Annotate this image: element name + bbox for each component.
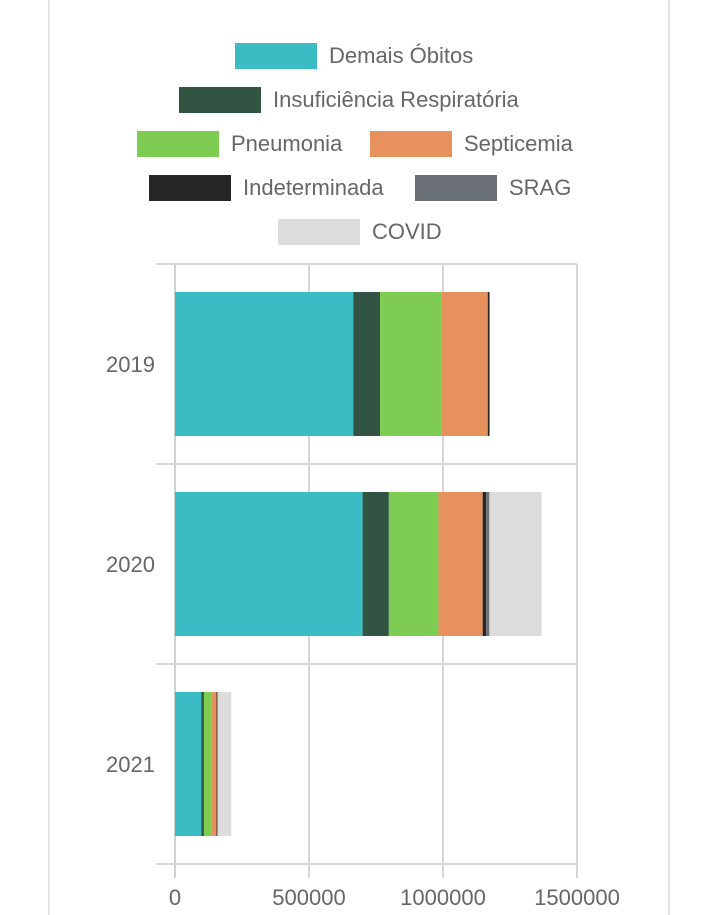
bar-segment[interactable] <box>203 692 212 836</box>
legend-label: Demais Óbitos <box>329 43 474 68</box>
bar-segment[interactable] <box>489 292 490 436</box>
legend-swatch <box>415 175 497 201</box>
bar-segment[interactable] <box>362 492 389 636</box>
x-tick-label: 500000 <box>272 885 345 910</box>
legend-label: Insuficiência Respiratória <box>273 87 519 112</box>
y-tick-label: 2021 <box>106 752 155 777</box>
legend-item-demais-obitos[interactable]: Demais Óbitos <box>235 43 473 69</box>
bar-segment[interactable] <box>175 492 363 636</box>
x-tick-label: 0 <box>169 885 181 910</box>
chart-legend: Demais Óbitos Insuficiência Respiratória… <box>0 0 720 260</box>
legend-swatch <box>370 131 452 157</box>
legend-swatch <box>179 87 261 113</box>
bar-segment[interactable] <box>486 492 490 636</box>
legend-swatch <box>278 219 360 245</box>
legend-label: Pneumonia <box>231 131 343 156</box>
bar-segment[interactable] <box>175 692 202 836</box>
bar-segment[interactable] <box>353 292 381 436</box>
x-tick-label: 1500000 <box>534 885 620 910</box>
legend-item-pneumonia[interactable]: Pneumonia <box>137 131 342 157</box>
bar-segment[interactable] <box>217 692 218 836</box>
bar-segment[interactable] <box>216 692 218 836</box>
bar-segment[interactable] <box>441 292 488 436</box>
legend-item-srag[interactable]: SRAG <box>415 175 571 201</box>
legend-swatch <box>149 175 231 201</box>
bar-segment[interactable] <box>380 292 442 436</box>
y-tick-label: 2020 <box>106 552 155 577</box>
legend-label: Indeterminada <box>243 175 384 200</box>
legend-label: Septicemia <box>464 131 573 156</box>
bar-segment[interactable] <box>175 292 354 436</box>
legend-swatch <box>235 43 317 69</box>
legend-item-indeterminada[interactable]: Indeterminada <box>149 175 384 201</box>
bar-segment[interactable] <box>482 492 487 636</box>
legend-item-covid[interactable]: COVID <box>278 219 442 245</box>
bar-segment[interactable] <box>438 492 483 636</box>
legend-label: SRAG <box>509 175 572 200</box>
legend-item-insuficiencia-respiratoria[interactable]: Insuficiência Respiratória <box>179 87 519 113</box>
x-tick-label: 1000000 <box>400 885 486 910</box>
bar-layer <box>175 292 542 836</box>
bar-segment[interactable] <box>217 692 232 836</box>
label-layer: 0 500000 1000000 1500000 2019 2020 2021 <box>106 352 620 910</box>
legend-swatch <box>137 131 219 157</box>
bar-segment[interactable] <box>201 692 204 836</box>
legend-item-septicemia[interactable]: Septicemia <box>370 131 573 157</box>
bar-segment[interactable] <box>487 292 490 436</box>
bar-segment[interactable] <box>211 692 217 836</box>
bar-segment[interactable] <box>388 492 439 636</box>
legend-label: COVID <box>372 219 442 244</box>
y-tick-label: 2019 <box>106 352 155 377</box>
bar-segment[interactable] <box>489 492 542 636</box>
